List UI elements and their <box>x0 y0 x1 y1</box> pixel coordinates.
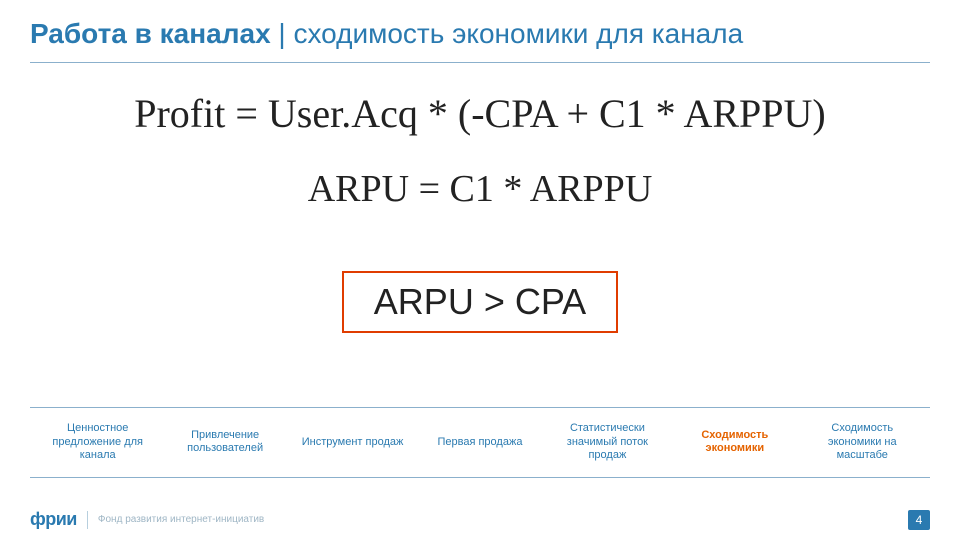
steps-row: Ценностное предложение для канала Привле… <box>30 418 930 467</box>
title-rest: сходимость экономики для канала <box>293 18 743 49</box>
title-separator: | <box>271 18 294 49</box>
logo-subtitle: Фонд развития интернет-инициатив <box>98 514 264 525</box>
step-item: Привлечение пользователей <box>161 429 288 457</box>
formula-condition-box: ARPU > CPA <box>342 271 618 333</box>
logo-block: фрии Фонд развития интернет-инициатив <box>30 509 264 530</box>
logo-text: фрии <box>30 509 77 530</box>
slide-root: Работа в каналах | сходимость экономики … <box>0 0 960 540</box>
steps-rule-bottom <box>30 477 930 478</box>
title-bold: Работа в каналах <box>30 18 271 49</box>
slide-footer: фрии Фонд развития интернет-инициатив 4 <box>30 509 930 530</box>
steps-section: Ценностное предложение для канала Привле… <box>30 407 930 478</box>
slide-title: Работа в каналах | сходимость экономики … <box>30 18 930 50</box>
formula-area: Profit = User.Acq * (-CPA + C1 * ARPPU) … <box>0 90 960 333</box>
header-rule <box>30 62 930 63</box>
steps-rule-top <box>30 407 930 408</box>
step-item: Статистически значимый поток продаж <box>544 422 671 463</box>
step-item-active: Сходимость экономики <box>671 429 798 457</box>
slide-header: Работа в каналах | сходимость экономики … <box>30 18 930 50</box>
logo-divider <box>87 511 88 529</box>
page-number: 4 <box>908 510 930 530</box>
formula-profit: Profit = User.Acq * (-CPA + C1 * ARPPU) <box>0 90 960 137</box>
step-item: Ценностное предложение для канала <box>34 422 161 463</box>
step-item: Сходимость экономики на масштабе <box>799 422 926 463</box>
boxed-wrapper: ARPU > CPA <box>0 271 960 333</box>
formula-arpu: ARPU = C1 * ARPPU <box>0 167 960 211</box>
step-item: Инструмент продаж <box>289 436 416 450</box>
step-item: Первая продажа <box>416 436 543 450</box>
